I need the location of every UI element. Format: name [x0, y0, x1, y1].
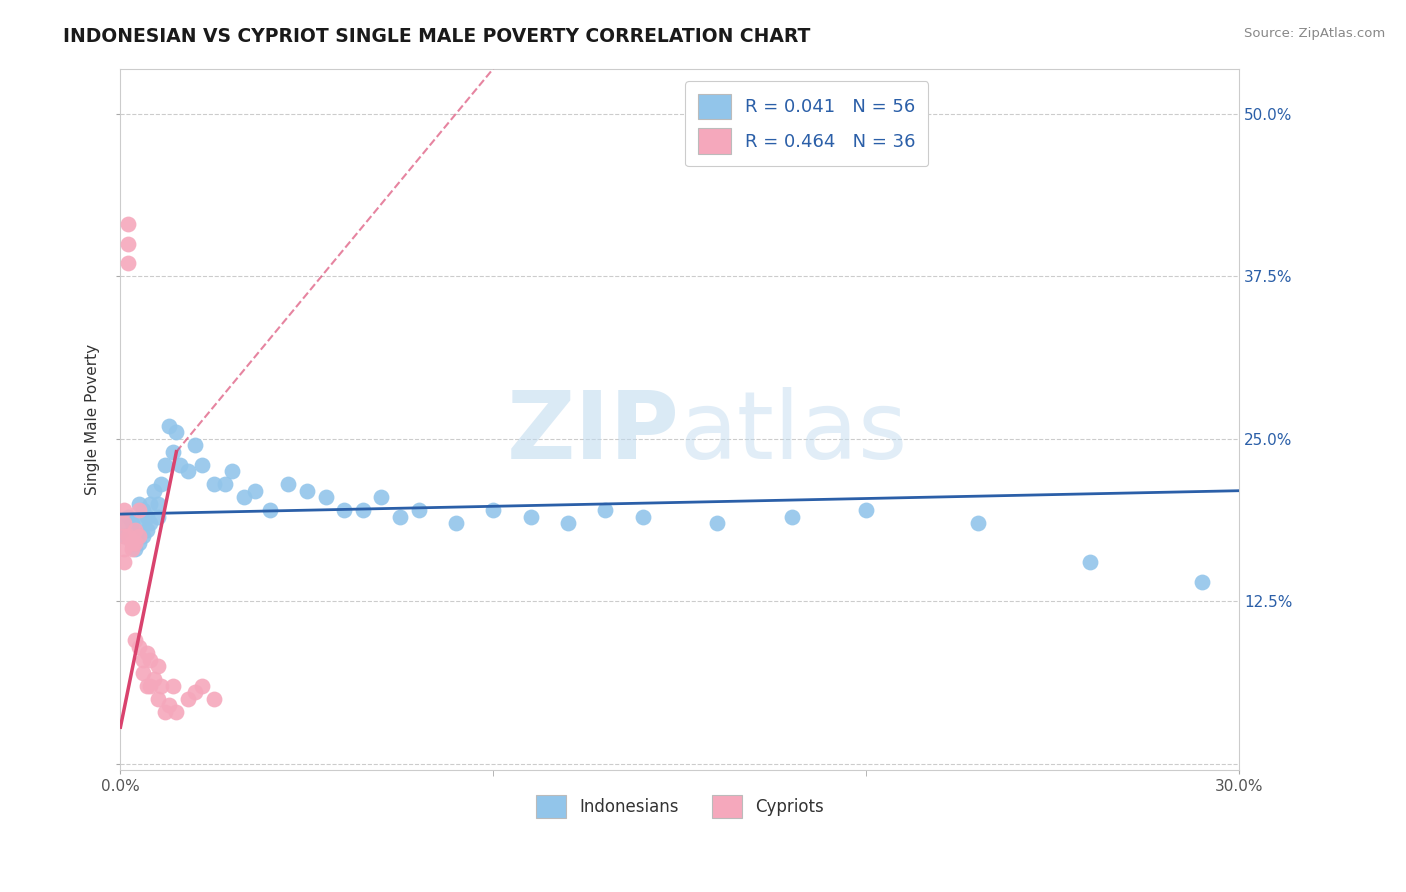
Point	[112, 503, 135, 517]
Point	[157, 418, 180, 433]
Point	[1191, 574, 1213, 589]
Point	[482, 503, 505, 517]
Point	[202, 477, 225, 491]
Point	[593, 503, 616, 517]
Point	[135, 646, 157, 660]
Point	[184, 685, 207, 699]
Point	[121, 535, 143, 549]
Point	[139, 652, 162, 666]
Point	[143, 672, 166, 686]
Point	[112, 555, 135, 569]
Point	[221, 464, 243, 478]
Point	[277, 477, 299, 491]
Point	[139, 516, 162, 531]
Point	[112, 516, 135, 531]
Point	[855, 503, 877, 517]
Point	[112, 529, 135, 543]
Point	[117, 529, 139, 543]
Point	[295, 483, 318, 498]
Point	[214, 477, 236, 491]
Point	[124, 633, 146, 648]
Point	[132, 503, 155, 517]
Point	[176, 464, 198, 478]
Point	[967, 516, 990, 531]
Point	[259, 503, 281, 517]
Point	[162, 679, 184, 693]
Point	[153, 705, 176, 719]
Point	[128, 516, 150, 531]
Point	[121, 542, 143, 557]
Point	[128, 535, 150, 549]
Point	[150, 679, 173, 693]
Point	[1078, 555, 1101, 569]
Point	[121, 516, 143, 531]
Point	[519, 509, 541, 524]
Point	[191, 458, 214, 472]
Point	[191, 679, 214, 693]
Point	[135, 679, 157, 693]
Point	[132, 652, 155, 666]
Point	[112, 529, 135, 543]
Point	[124, 523, 146, 537]
Point	[139, 497, 162, 511]
Point	[352, 503, 374, 517]
Point	[444, 516, 467, 531]
Point	[117, 529, 139, 543]
Point	[333, 503, 356, 517]
Point	[121, 535, 143, 549]
Text: atlas: atlas	[681, 387, 908, 479]
Point	[128, 497, 150, 511]
Y-axis label: Single Male Poverty: Single Male Poverty	[86, 343, 100, 495]
Point	[184, 438, 207, 452]
Point	[117, 218, 139, 232]
Point	[124, 535, 146, 549]
Point	[121, 523, 143, 537]
Point	[169, 458, 191, 472]
Text: INDONESIAN VS CYPRIOT SINGLE MALE POVERTY CORRELATION CHART: INDONESIAN VS CYPRIOT SINGLE MALE POVERT…	[63, 27, 811, 45]
Point	[132, 529, 155, 543]
Point	[162, 444, 184, 458]
Text: ZIP: ZIP	[508, 387, 681, 479]
Point	[780, 509, 803, 524]
Point	[315, 490, 337, 504]
Point	[146, 497, 169, 511]
Point	[117, 256, 139, 270]
Point	[153, 458, 176, 472]
Point	[139, 679, 162, 693]
Point	[631, 509, 654, 524]
Point	[165, 425, 187, 440]
Point	[128, 503, 150, 517]
Point	[389, 509, 412, 524]
Point	[146, 691, 169, 706]
Point	[132, 665, 155, 680]
Point	[117, 236, 139, 251]
Point	[121, 600, 143, 615]
Point	[232, 490, 254, 504]
Point	[370, 490, 392, 504]
Point	[150, 477, 173, 491]
Point	[146, 509, 169, 524]
Legend: Indonesians, Cypriots: Indonesians, Cypriots	[529, 788, 831, 825]
Point	[157, 698, 180, 712]
Point	[143, 483, 166, 498]
Point	[128, 529, 150, 543]
Point	[706, 516, 728, 531]
Point	[135, 509, 157, 524]
Point	[243, 483, 266, 498]
Point	[135, 523, 157, 537]
Point	[176, 691, 198, 706]
Point	[112, 542, 135, 557]
Point	[124, 542, 146, 557]
Point	[202, 691, 225, 706]
Point	[408, 503, 430, 517]
Point	[557, 516, 579, 531]
Point	[124, 529, 146, 543]
Point	[146, 659, 169, 673]
Point	[112, 516, 135, 531]
Point	[128, 640, 150, 654]
Point	[165, 705, 187, 719]
Text: Source: ZipAtlas.com: Source: ZipAtlas.com	[1244, 27, 1385, 40]
Point	[117, 509, 139, 524]
